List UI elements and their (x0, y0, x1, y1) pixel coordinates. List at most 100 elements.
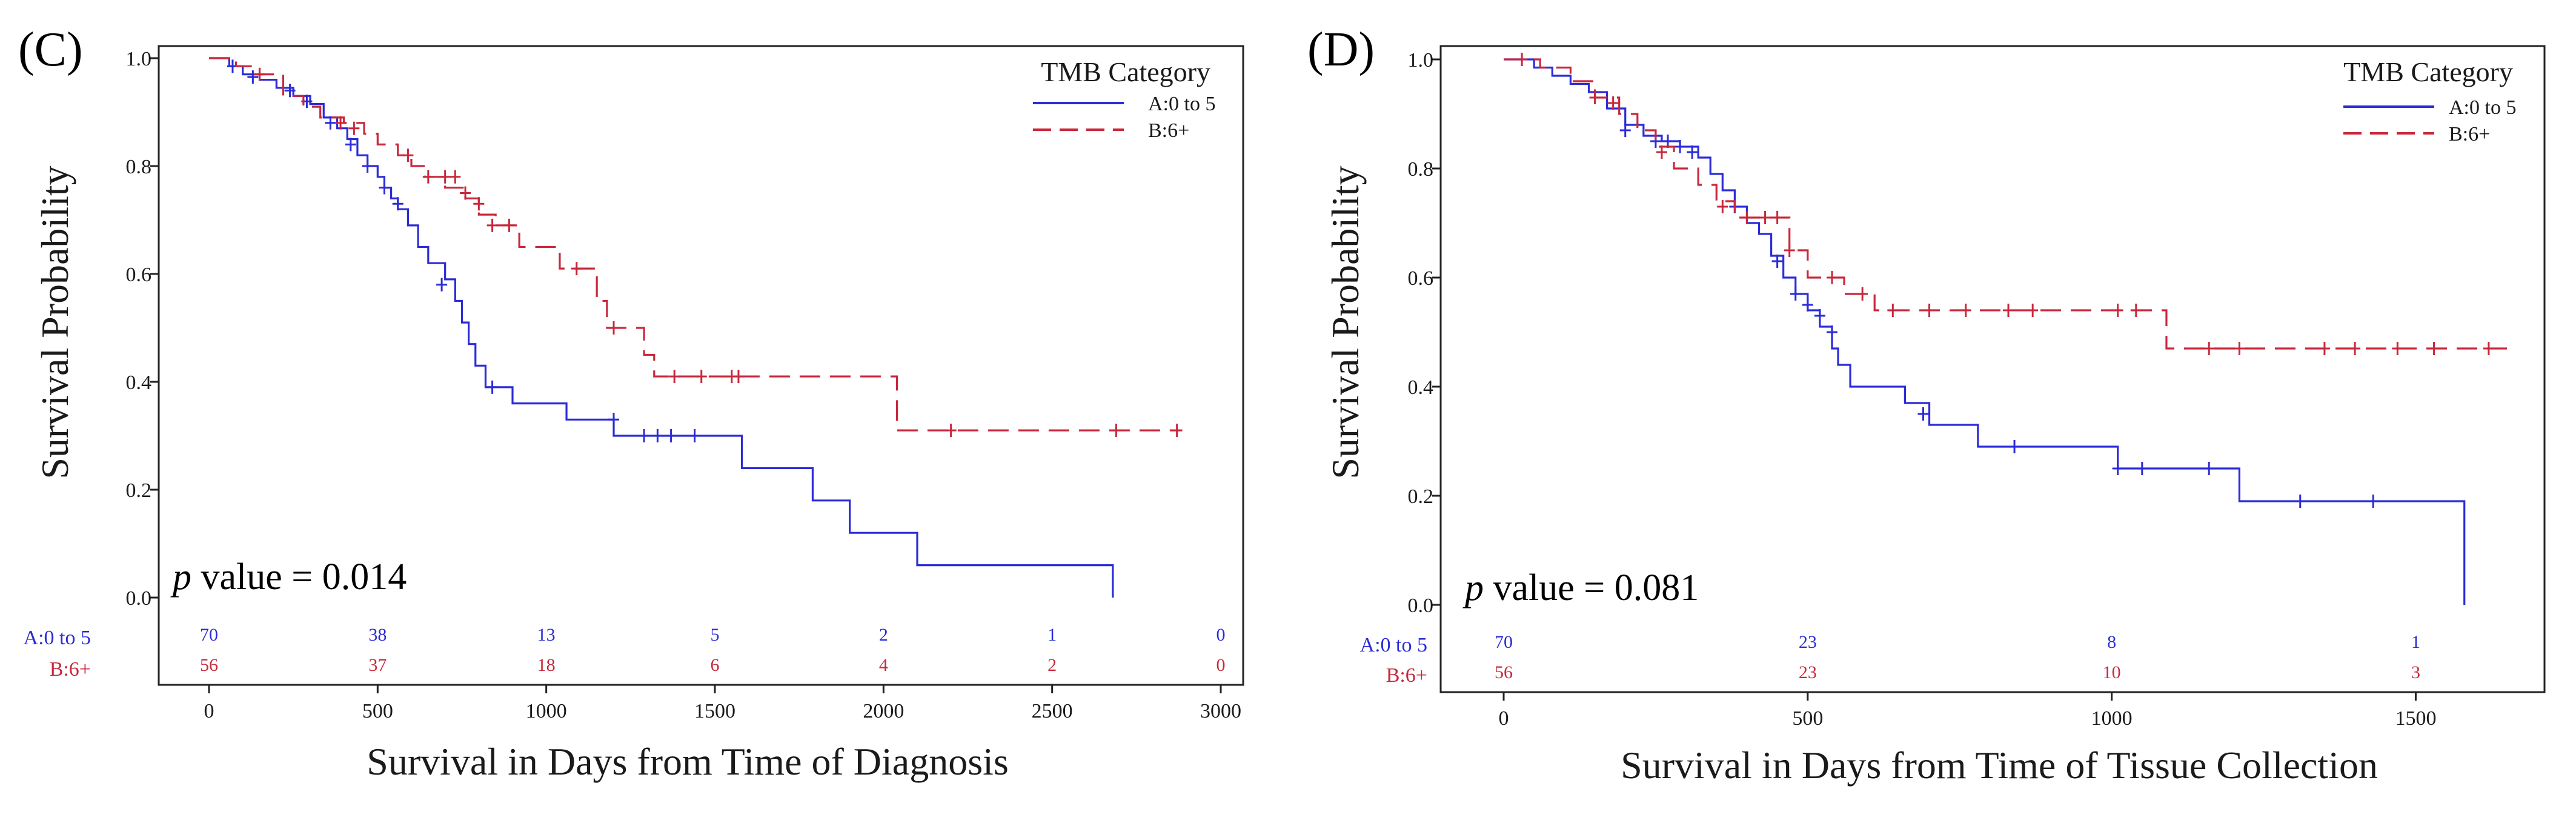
panel-c-series-a-censor-mark (639, 429, 650, 442)
panel-c-y-tick-label: 0.2 (126, 479, 152, 502)
panel-c: (C) Survival Probability Survival in Day… (18, 23, 1244, 783)
panel-d-series-a-censor-mark (1662, 135, 1673, 148)
panel-d-series-b-curve (1504, 58, 2507, 350)
panel-d-series-b-censor-mark (1607, 96, 1619, 110)
panel-d-series-b-censor-mark (1759, 211, 1771, 224)
panel-c-series-a-curve (209, 57, 1114, 598)
panel-d-series-b-censor-mark (2203, 342, 2215, 355)
panel-c-legend-title: TMB Category (1041, 56, 1210, 87)
panel-c-series-a-censor-mark (325, 116, 336, 130)
panel-d-series-a-curve (1504, 58, 2466, 605)
panel-d-series-b-censor-mark (1741, 211, 1753, 224)
panel-d-plot-frame (1439, 45, 2546, 693)
panel-c-legend-label-b: B:6+ (1148, 119, 1189, 142)
panel-d-series-b-censor-mark (1857, 287, 1868, 301)
panel-c-series-b-censor-mark (335, 116, 347, 130)
panel-c-at-risk-a: 13 (537, 625, 556, 645)
panel-d-series-b-censor-mark (1589, 91, 1601, 104)
panel-c-at-risk-b: 37 (368, 655, 387, 675)
panel-c-series-b-censor-mark (450, 170, 461, 184)
panel-c-y-tick-label: 0.6 (126, 264, 152, 286)
panel-c-plot-frame (158, 45, 1244, 686)
panel-d-legend-label-b: B:6+ (2449, 123, 2490, 145)
panel-d-series-a-censor-mark (1917, 407, 1929, 421)
panel-d-series-b-censor-mark (2349, 342, 2361, 355)
panel-d-at-risk-a: 70 (1495, 632, 1513, 652)
panel-c-series-a-censor-mark (379, 181, 390, 195)
panel-d-series-b-censor-mark (2130, 304, 2142, 317)
panel-c-x-tick-label: 1000 (526, 700, 567, 722)
panel-c-series-a-censor-mark (608, 413, 619, 427)
panel-d-series-a-censor-mark (2009, 440, 2020, 453)
panel-d-series-a-censor-mark (2112, 462, 2123, 475)
panel-d-series-a-censor-mark (1675, 140, 1686, 153)
panel-d-series-a-censor-mark (2368, 495, 2379, 508)
panel-d-series-b-censor-mark (2003, 304, 2014, 317)
panel-d-series-b-censor-mark (1656, 145, 1667, 159)
panel-c-series-a-censor-mark (689, 429, 700, 442)
panel-d-series-b-censor-mark (2027, 304, 2039, 317)
panel-d-legend-title: TMB Category (2343, 56, 2513, 87)
panel-c-series-a-censor-mark (362, 159, 373, 173)
panel-d-series-b-censor-mark (1516, 53, 1528, 66)
panel-c-series-a-censor-mark (436, 278, 448, 292)
panel-d-series-a-censor-mark (1814, 309, 1825, 322)
panel-d-x-tick-label: 0 (1499, 707, 1509, 730)
panel-c-y-tick-label: 0.0 (126, 587, 152, 610)
panel-d-series-a-censor-mark (2294, 495, 2306, 508)
panel-d-y-tick-label: 1.0 (1408, 49, 1434, 72)
panel-c-series-a-censor-mark (284, 84, 296, 98)
panel-d-y-tick-label: 0.8 (1408, 158, 1434, 181)
panel-d-risk-label-b: B:6+ (1386, 664, 1427, 687)
panel-d-at-risk-b: 56 (1495, 662, 1513, 682)
panel-d-series-b-censor-mark (1771, 211, 1783, 224)
panel-c-at-risk-a: 70 (200, 625, 218, 645)
panel-c-y-tick-label: 0.8 (126, 156, 152, 178)
panel-c-series-a-censor-mark (652, 429, 663, 442)
panel-d-at-risk-b: 3 (2411, 662, 2420, 682)
panel-c-series-b-censor-mark (422, 170, 434, 184)
panel-c-x-tick-label: 500 (362, 700, 393, 722)
panel-c-at-risk-a: 2 (879, 625, 888, 645)
panel-d-p-value: p value = 0.081 (1462, 567, 1699, 608)
panel-d-series-b-censor-mark (2112, 304, 2123, 317)
panel-d-legend-label-a: A:0 to 5 (2449, 96, 2516, 119)
panel-c-series-b-censor-mark (503, 218, 515, 232)
panel-c-series-b-censor-mark (695, 370, 707, 384)
panel-c-series-b-censor-mark (669, 370, 680, 384)
panel-c-series-b-censor-mark (402, 148, 414, 162)
panel-c-risk-label-a: A:0 to 5 (24, 627, 91, 649)
panel-c-at-risk-a: 1 (1047, 625, 1057, 645)
panel-c-series-b-censor-mark (945, 424, 957, 438)
panel-c-series-b-curve (209, 57, 1181, 432)
panel-d-x-axis-title: Survival in Days from Time of Tissue Col… (1621, 744, 2378, 787)
panel-c-risk-label-b: B:6+ (50, 658, 91, 681)
panel-c-x-tick-label: 3000 (1200, 700, 1241, 722)
panel-d-series-b-censor-mark (1784, 244, 1795, 257)
panel-d-series-a-censor-mark (1619, 124, 1631, 137)
panel-c-at-risk-b: 2 (1047, 655, 1057, 675)
panel-d-risk-label-a: A:0 to 5 (1360, 634, 1427, 656)
panel-c-series-b-censor-mark (732, 370, 744, 384)
panel-d-series-a-censor-mark (1687, 145, 1698, 159)
panel-d-series-b-censor-mark (2483, 342, 2494, 355)
panel-d-series-b-censor-mark (2234, 342, 2245, 355)
panel-c-at-risk-a: 0 (1217, 625, 1226, 645)
panel-d-at-risk-a: 1 (2411, 632, 2420, 652)
panel-c-at-risk-b: 6 (711, 655, 720, 675)
panel-c-series-a-censor-mark (392, 197, 403, 211)
panel-c-legend-label-a: A:0 to 5 (1148, 93, 1215, 115)
panel-c-series-b-censor-mark (608, 321, 619, 335)
panel-c-y-tick-label: 0.4 (126, 372, 152, 394)
panel-d-y-tick-label: 0.6 (1408, 267, 1434, 290)
panel-c-x-tick-label: 2500 (1032, 700, 1073, 722)
panel-c-series-a-censor-mark (486, 380, 498, 394)
panel-d-at-risk-a: 23 (1799, 632, 1817, 652)
panel-d-x-tick-label: 1000 (2091, 707, 2133, 730)
panel-d-y-tick-label: 0.0 (1408, 595, 1434, 617)
panel-d-series-b-censor-mark (2428, 342, 2440, 355)
panel-d-series-b-censor-mark (1717, 200, 1728, 213)
panel-d-series-b-censor-mark (2319, 342, 2330, 355)
panel-c-at-risk-b: 18 (537, 655, 556, 675)
